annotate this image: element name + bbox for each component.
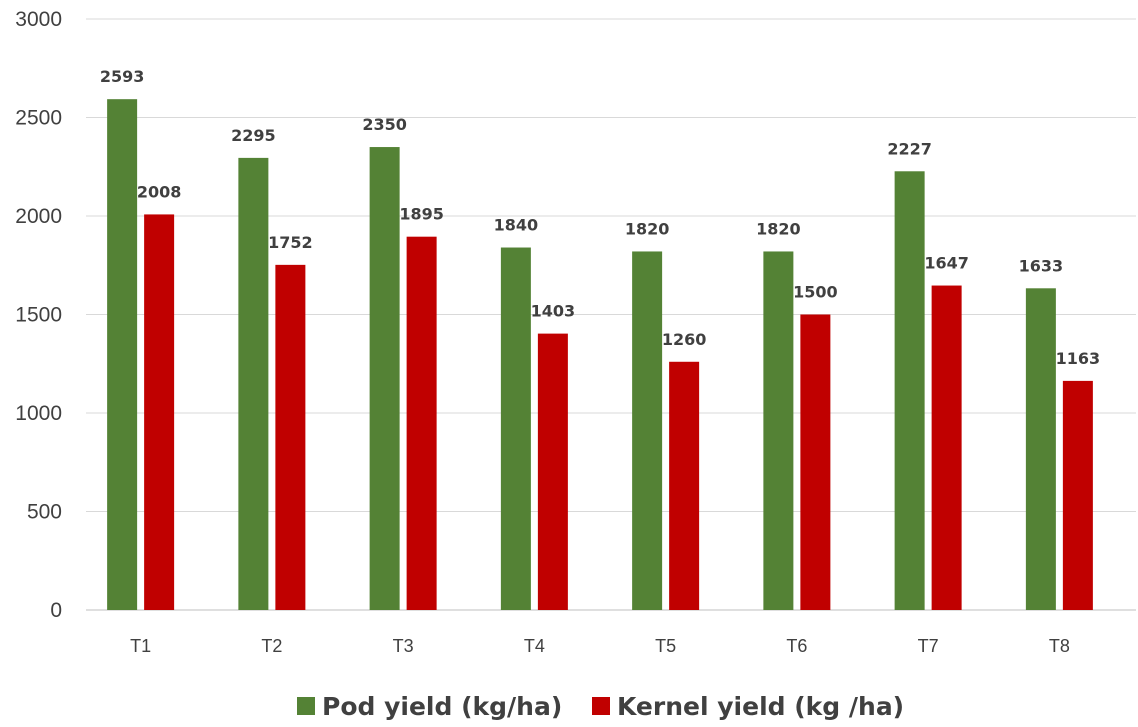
- y-tick-label: 2500: [15, 107, 62, 130]
- y-tick-label: 0: [50, 599, 62, 622]
- data-label: 1163: [1056, 349, 1101, 368]
- bar-pod-yield: [500, 247, 531, 610]
- x-tick-label: T4: [524, 636, 545, 656]
- x-tick-label: T3: [393, 636, 414, 656]
- data-label: 1403: [531, 302, 576, 321]
- bar-pod-yield: [1025, 288, 1056, 610]
- bar-pod-yield: [894, 171, 925, 610]
- data-label: 1500: [793, 283, 838, 302]
- data-label: 1647: [924, 254, 969, 273]
- y-tick-label: 3000: [15, 8, 62, 31]
- x-tick-label: T7: [918, 636, 939, 656]
- legend-label: Kernel yield (kg /ha): [617, 692, 904, 721]
- bar-kernel-yield: [406, 236, 437, 610]
- data-label: 2593: [100, 67, 145, 86]
- y-tick-label: 500: [27, 501, 62, 524]
- data-label: 1820: [625, 219, 670, 238]
- data-label: 1752: [268, 233, 313, 252]
- data-label: 2350: [362, 115, 407, 134]
- bar-pod-yield: [369, 147, 400, 611]
- bar-kernel-yield: [931, 285, 962, 610]
- data-labels: 2593 2008 2295 1752 2350 1895 1840 1403 1820 1260…: [100, 67, 1100, 368]
- bar-kernel-yield: [537, 333, 568, 610]
- data-label: 2227: [887, 139, 932, 158]
- data-label: 1260: [662, 330, 707, 349]
- data-label: 1820: [756, 219, 801, 238]
- legend-swatch: [297, 697, 315, 715]
- x-tick-label: T5: [655, 636, 676, 656]
- y-tick-label: 1500: [15, 304, 62, 327]
- data-label: 1633: [1019, 256, 1064, 275]
- bar-pod-yield: [238, 157, 269, 610]
- bar-pod-yield: [763, 251, 794, 610]
- y-tick-label: 1000: [15, 402, 62, 425]
- bar-kernel-yield: [1062, 380, 1093, 610]
- data-label: 2295: [231, 126, 276, 145]
- bar-kernel-yield: [144, 214, 175, 610]
- x-tick-label: T6: [786, 636, 807, 656]
- data-label: 1895: [399, 205, 444, 224]
- bar-kernel-yield: [669, 361, 700, 610]
- x-tick-label: T1: [130, 636, 151, 656]
- data-label: 2008: [137, 182, 182, 201]
- x-tick-label: T2: [261, 636, 282, 656]
- bar-kernel-yield: [800, 314, 831, 610]
- legend-label: Pod yield (kg/ha): [322, 692, 562, 721]
- bar-kernel-yield: [275, 264, 306, 610]
- y-tick-label: 2000: [15, 205, 62, 228]
- x-tick-label: T8: [1049, 636, 1070, 656]
- bar-pod-yield: [632, 251, 663, 610]
- x-axis-tick-labels: T1 T2 T3 T4 T5 T6 T7 T8: [130, 636, 1070, 656]
- legend-swatch: [592, 697, 610, 715]
- legend: Pod yield (kg/ha) Kernel yield (kg /ha): [297, 692, 904, 721]
- data-label: 1840: [494, 216, 539, 235]
- y-axis-tick-labels: 0 500 1000 1500 2000 2500 3000: [15, 8, 62, 622]
- bar-pod-yield: [107, 99, 138, 610]
- bars: [107, 99, 1093, 611]
